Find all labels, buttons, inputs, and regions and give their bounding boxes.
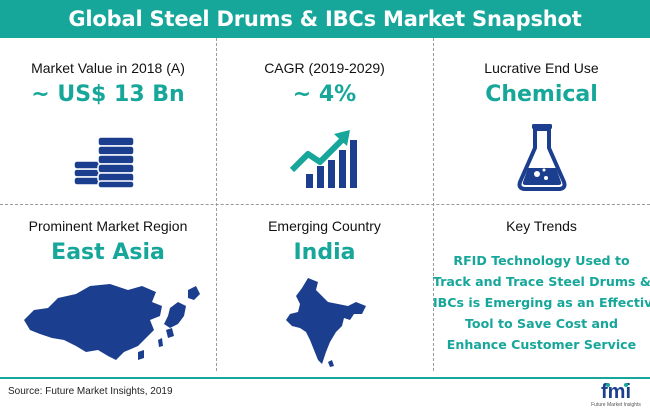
page-title: Global Steel Drums & IBCs Market Snapsho… bbox=[0, 0, 650, 38]
logo-subtext: Future Market Insights bbox=[591, 402, 641, 408]
footer-divider bbox=[0, 377, 650, 379]
source-note: Source: Future Market Insights, 2019 bbox=[8, 386, 173, 397]
trend-line: Tool to Save Cost and bbox=[465, 316, 618, 331]
key-trends-label: Key Trends bbox=[506, 218, 577, 234]
market-value-card: Market Value in 2018 (A) ~ US$ 13 Bn bbox=[0, 38, 216, 204]
east-asia-map-icon bbox=[24, 284, 200, 360]
cagr-value: ~ 4% bbox=[292, 82, 357, 107]
country-card: Emerging Country India bbox=[216, 204, 433, 371]
end-use-value: Chemical bbox=[485, 82, 598, 107]
end-use-card: Lucrative End Use Chemical bbox=[433, 38, 650, 204]
region-card: Prominent Market Region East Asia bbox=[0, 204, 216, 371]
key-trends-text: RFID Technology Used to Track and Trace … bbox=[433, 250, 650, 355]
snapshot-grid: Market Value in 2018 (A) ~ US$ 13 Bn CAG… bbox=[0, 38, 650, 371]
market-value-value: ~ US$ 13 Bn bbox=[31, 82, 185, 107]
fmi-logo: fmi Future Market Insights bbox=[591, 381, 641, 408]
region-label: Prominent Market Region bbox=[28, 218, 188, 234]
cagr-label: CAGR (2019-2029) bbox=[264, 60, 385, 76]
divider-horizontal bbox=[0, 204, 650, 205]
india-map-icon bbox=[286, 278, 366, 367]
country-label: Emerging Country bbox=[268, 218, 381, 234]
flask-icon bbox=[517, 124, 567, 191]
growth-chart-icon bbox=[290, 130, 357, 188]
country-value: India bbox=[293, 240, 356, 265]
cagr-card: CAGR (2019-2029) ~ 4% bbox=[216, 38, 433, 204]
region-value: East Asia bbox=[51, 240, 165, 265]
market-value-label: Market Value in 2018 (A) bbox=[31, 60, 185, 76]
coins-stack-icon bbox=[73, 136, 135, 189]
trend-line: RFID Technology Used to bbox=[453, 253, 630, 268]
trend-line: Enhance Customer Service bbox=[446, 337, 637, 352]
trend-line: Track and Trace Steel Drums & bbox=[433, 274, 650, 289]
end-use-label: Lucrative End Use bbox=[484, 60, 599, 76]
trend-line: IBCs is Emerging as an Effective bbox=[433, 295, 650, 310]
key-trends-card: Key Trends RFID Technology Used to Track… bbox=[433, 204, 650, 371]
